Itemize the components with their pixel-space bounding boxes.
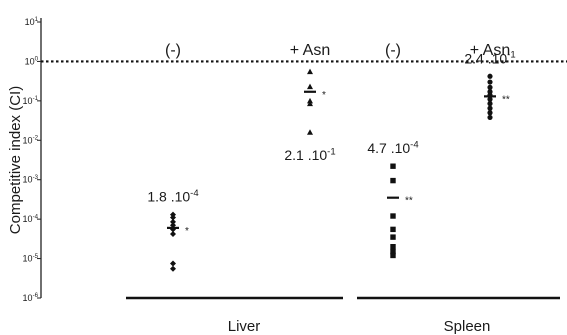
data-point [390,244,396,250]
data-point [487,114,493,121]
group-label: Spleen [444,318,491,335]
y-axis-label: Competitive index (CI) [7,86,24,234]
y-tick-label: 101 [25,16,39,27]
data-point [390,252,396,259]
data-point [487,96,493,102]
median-value-label: 2.1 .10-1 [284,146,335,163]
data-marks: * 1.8 .10-4 * 2.1 .10-1 ** 4.7 .10-4 ** 2.4 .10… [147,49,516,272]
data-point [487,105,493,111]
condition-label: (-) [385,42,401,59]
y-tick-label: 10-5 [23,253,39,264]
data-point [170,230,176,237]
y-axis-ticks: 101 100 10-1 10-2 10-3 10-4 10-5 10-6 [23,16,41,303]
significance-label: ** [502,94,510,105]
data-point [170,218,176,225]
significance-label: ** [405,196,413,207]
data-point [487,101,493,107]
data-point [487,84,493,90]
data-point [170,214,176,221]
data-point [390,177,396,184]
data-point [170,265,176,272]
condition-label: + Asn [290,42,330,59]
data-point [170,260,176,267]
data-point [307,100,313,107]
y-tick-label: 10-4 [23,213,39,224]
y-tick-label: 10-3 [23,174,39,185]
y-tick-label: 10-2 [23,135,39,146]
data-point [390,248,396,255]
y-tick-label: 10-1 [23,95,39,106]
significance-label: * [322,90,326,101]
condition-label: + Asn [470,42,510,59]
data-point [307,68,313,75]
condition-headers: (-) + Asn (-) + Asn [165,42,510,59]
median-value-label: 4.7 .10-4 [367,139,419,156]
data-point [390,226,396,233]
data-point [487,79,493,85]
data-point [390,234,396,240]
data-point [487,110,493,116]
data-point [170,222,176,229]
data-point [390,213,396,219]
significance-label: * [185,226,189,237]
median-value-label: 2.4 .10-1 [464,49,515,66]
organ-groups: Liver Spleen [126,296,560,335]
data-point [307,97,313,104]
y-tick-label: 100 [25,56,39,67]
data-point [390,163,396,169]
data-point [307,83,313,90]
y-tick-label: 10-6 [23,292,39,303]
data-point [487,73,493,79]
median-value-label: 1.8 .10-4 [147,188,199,205]
data-point [307,129,313,135]
condition-label: (-) [165,42,181,59]
group-label: Liver [228,318,261,335]
